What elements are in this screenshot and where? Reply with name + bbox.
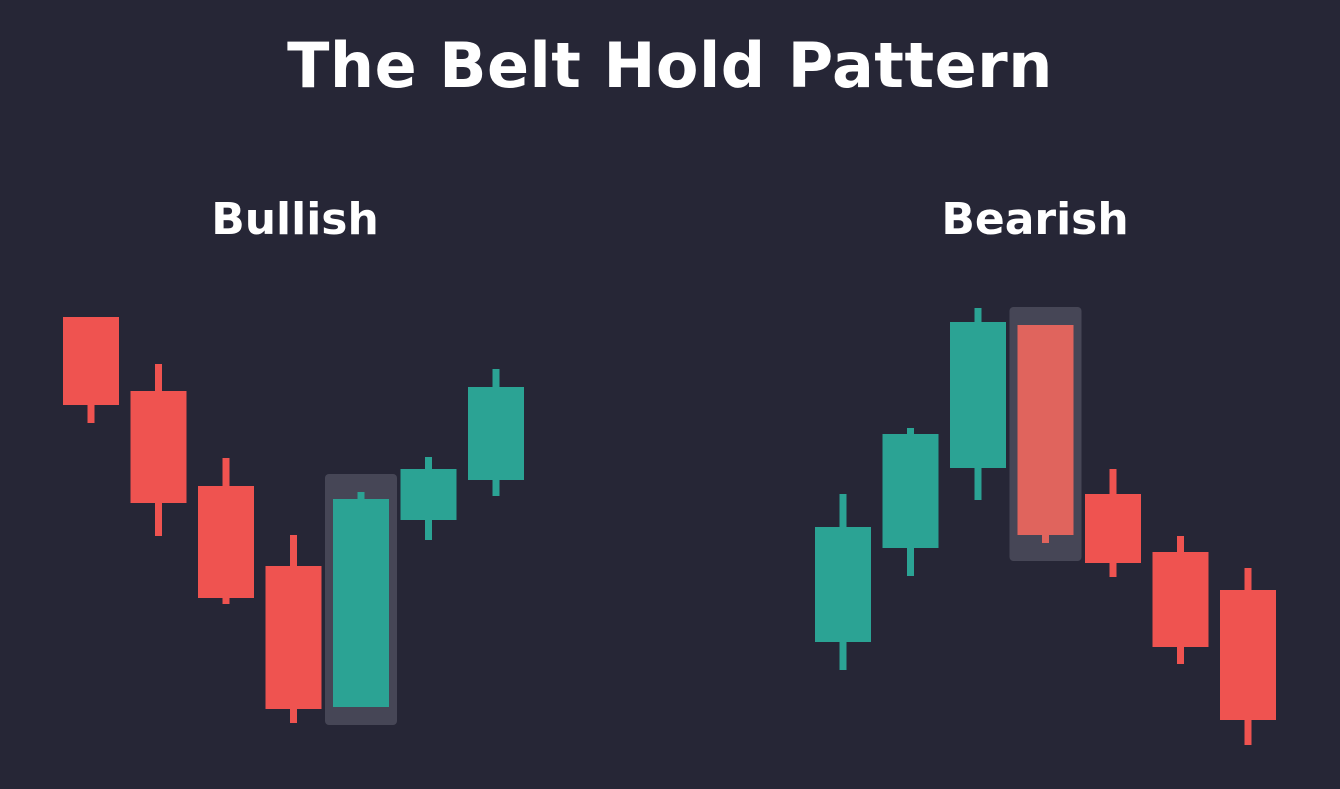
bullish-candle-body: [950, 322, 1006, 468]
bearish-belt-hold-chart: [815, 307, 1276, 745]
bullish-panel-title: Bullish: [211, 194, 379, 245]
bearish-candle-body: [198, 486, 254, 598]
bullish-candle-body: [333, 499, 389, 707]
bearish-candle-body: [1017, 325, 1074, 535]
bearish-candle-body: [1152, 552, 1209, 647]
bearish-candle-body: [1220, 590, 1276, 720]
bearish-candle-body: [1085, 494, 1141, 563]
bearish-panel-title: Bearish: [941, 194, 1129, 245]
page-title: The Belt Hold Pattern: [287, 29, 1053, 102]
bullish-candle-body: [468, 387, 524, 480]
bearish-candle-body: [265, 566, 322, 709]
bullish-belt-hold-chart: [63, 317, 524, 725]
bearish-candle-body: [130, 391, 187, 503]
bullish-candle-body: [882, 434, 939, 548]
bullish-candle-body: [400, 469, 457, 520]
bullish-candle-body: [815, 527, 871, 642]
bearish-candle-body: [63, 317, 119, 405]
